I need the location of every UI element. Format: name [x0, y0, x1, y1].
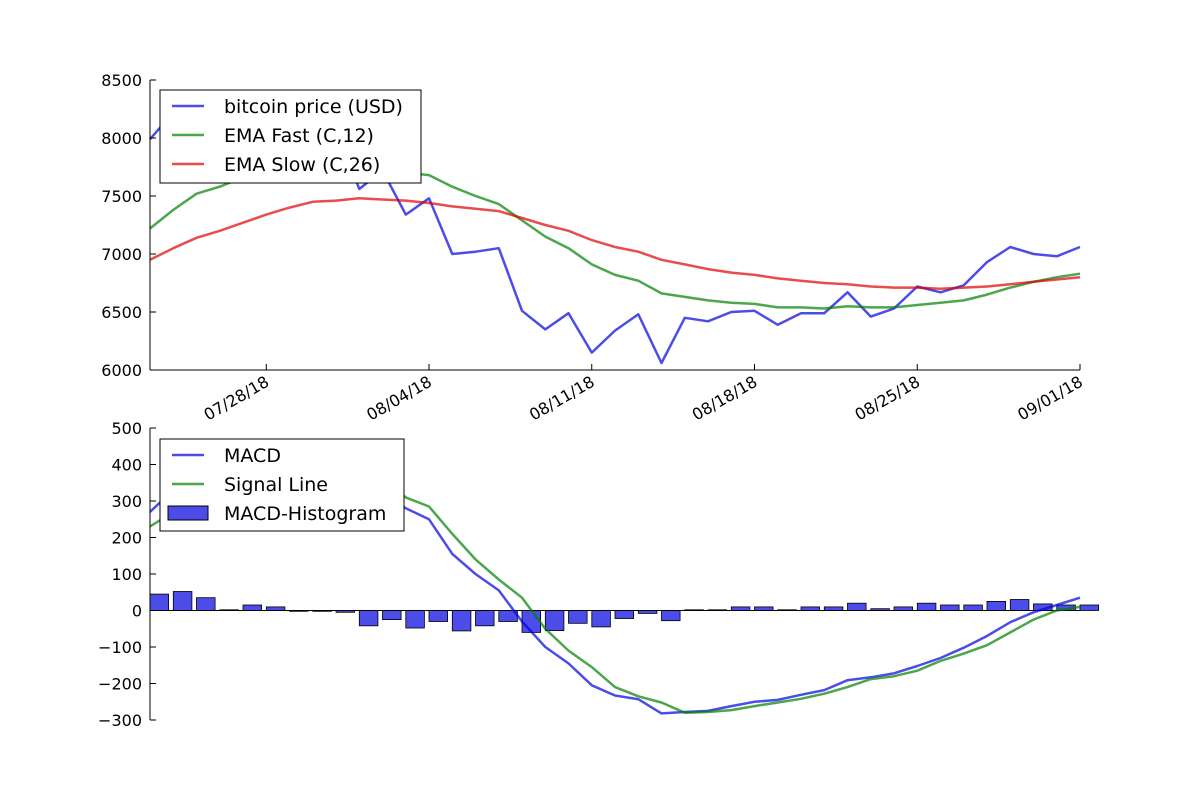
histogram-bar: [568, 610, 588, 624]
price-x-tick-label: 08/25/18: [852, 372, 924, 424]
price-y-tick-label: 8000: [101, 129, 142, 148]
histogram-bar: [800, 606, 821, 611]
histogram-bar: [196, 597, 216, 611]
price-y-ticks: 6000 6500 7000 7500 8000 8500: [101, 71, 156, 380]
series-line-ema-slow: [149, 197, 1081, 291]
histogram-bar: [893, 606, 914, 611]
price-y-tick-label: 7500: [101, 187, 142, 206]
macd-y-tick-label: 200: [111, 529, 142, 548]
histogram-bar: [451, 610, 472, 632]
histogram-bar: [847, 602, 867, 611]
macd-legend: MACD Signal Line MACD-Histogram: [159, 438, 405, 532]
macd-y-tick-label: 100: [111, 565, 142, 584]
macd-y-tick-label: 400: [111, 456, 142, 475]
histogram-bar: [730, 606, 751, 611]
histogram-bar: [1009, 599, 1030, 611]
price-y-tick-label: 6500: [101, 303, 142, 322]
histogram-bar: [475, 610, 495, 627]
legend-label-signal: Signal Line: [224, 474, 328, 496]
histogram-bar: [428, 610, 449, 622]
macd-y-tick-label: 500: [111, 419, 142, 438]
legend-label-ema-slow: EMA Slow (C,26): [224, 154, 380, 176]
histogram-bar: [754, 606, 774, 611]
histogram-bar: [172, 591, 193, 611]
histogram-bar: [544, 610, 565, 632]
price-panel: 6000 6500 7000 7500 8000 8500 07/28/18 08/04/1…: [101, 71, 1086, 424]
macd-y-tick-label: 300: [111, 492, 142, 511]
price-x-ticks: 07/28/18 08/04/18 08/11/18 08/18/18 08/25/18…: [201, 364, 1086, 424]
price-y-tick-label: 7000: [101, 245, 142, 264]
histogram-bar: [382, 610, 402, 621]
price-x-tick-label: 08/18/18: [689, 372, 761, 424]
histogram-bar: [986, 601, 1007, 611]
price-x-tick-label: 07/28/18: [201, 372, 273, 424]
price-axes: [149, 80, 1080, 371]
histogram-bar: [963, 604, 983, 611]
macd-y-ticks: 500 400 300 200 100 0 −100 −200 −300: [98, 419, 156, 730]
price-legend: bitcoin price (USD) EMA Fast (C,12) EMA …: [159, 89, 422, 184]
legend-label-ema-fast: EMA Fast (C,12): [224, 125, 374, 147]
histogram-bar: [916, 602, 937, 611]
histogram-bar: [242, 604, 263, 611]
histogram-bar: [521, 610, 542, 633]
legend-label-histogram: MACD-Histogram: [224, 503, 386, 525]
macd-y-tick-label: −300: [98, 711, 142, 730]
legend-label-price: bitcoin price (USD): [224, 96, 403, 118]
histogram-bar: [405, 610, 425, 629]
macd-y-tick-label: 0: [132, 602, 142, 621]
histogram-bar: [358, 610, 379, 627]
price-x-tick-label: 09/01/18: [1014, 372, 1086, 424]
macd-panel: 500 400 300 200 100 0 −100 −200 −300 MACD Signal…: [98, 419, 1100, 730]
histogram-bar: [614, 610, 635, 619]
macd-y-tick-label: −100: [98, 638, 142, 657]
price-x-tick-label: 08/04/18: [363, 372, 435, 424]
price-y-tick-label: 6000: [101, 361, 142, 380]
histogram-bar: [149, 593, 170, 611]
price-y-tick-label: 8500: [101, 71, 142, 90]
histogram-bar: [661, 610, 681, 622]
legend-label-macd: MACD: [224, 445, 281, 467]
histogram-bar: [940, 604, 960, 611]
macd-y-tick-label: −200: [98, 675, 142, 694]
histogram-bar: [591, 610, 611, 628]
histogram-bar: [265, 606, 286, 611]
histogram-bar: [823, 606, 844, 611]
legend-swatch-histogram: [167, 505, 209, 521]
price-x-tick-label: 08/11/18: [526, 372, 598, 424]
histogram-bar: [1079, 604, 1100, 611]
